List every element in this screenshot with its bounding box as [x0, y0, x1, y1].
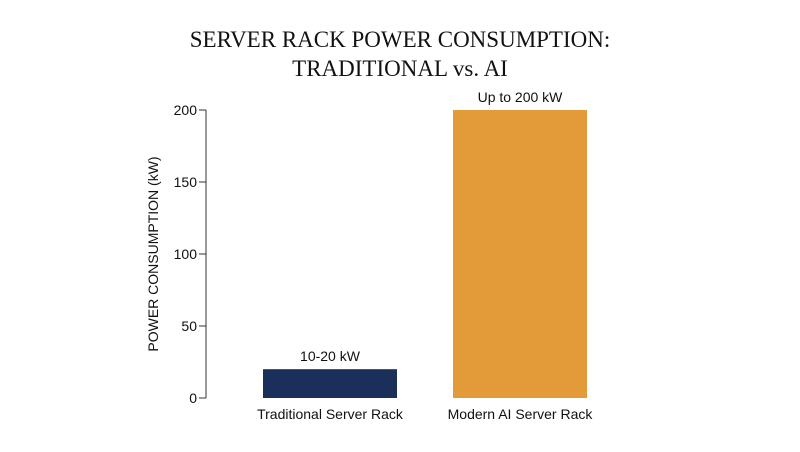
data-label: Up to 200 kW [478, 89, 564, 105]
x-category-label: Traditional Server Rack [257, 406, 404, 422]
y-axis-label: POWER CONSUMPTION (kW) [145, 156, 161, 351]
y-tick-label: 150 [174, 174, 198, 190]
bar-modern-ai-server-rack [453, 110, 587, 398]
y-ticks: 0 50 100 150 200 [174, 102, 206, 406]
y-tick-label: 50 [181, 318, 197, 334]
bars [263, 110, 587, 398]
y-tick-label: 100 [174, 246, 198, 262]
y-tick-label: 200 [174, 102, 198, 118]
labels: 10-20 kW Traditional Server Rack Up to 200… [257, 89, 593, 422]
bar-traditional-server-rack [263, 369, 397, 398]
data-label: 10-20 kW [300, 348, 361, 364]
x-category-label: Modern AI Server Rack [448, 406, 594, 422]
chart-title-line-1: SERVER RACK POWER CONSUMPTION: [190, 27, 611, 52]
chart-title-line-2: TRADITIONAL vs. AI [292, 56, 508, 81]
y-tick-label: 0 [189, 390, 197, 406]
